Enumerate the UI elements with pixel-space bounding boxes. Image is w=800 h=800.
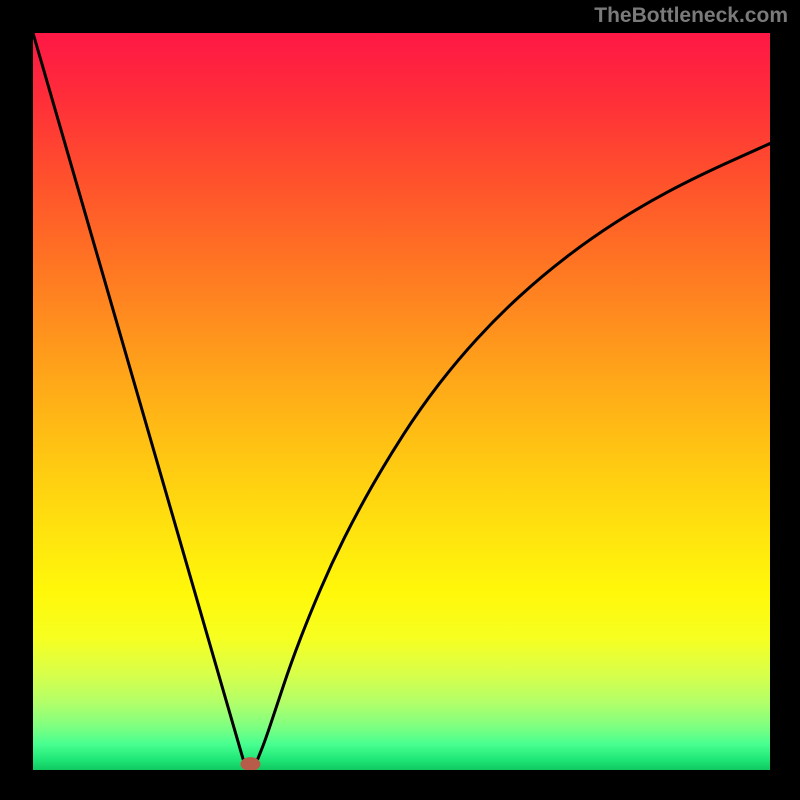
bottleneck-curve <box>33 33 770 765</box>
chart-frame: TheBottleneck.com <box>0 0 800 800</box>
plot-svg <box>33 33 770 770</box>
plot-area <box>33 33 770 770</box>
watermark-text: TheBottleneck.com <box>594 4 788 28</box>
